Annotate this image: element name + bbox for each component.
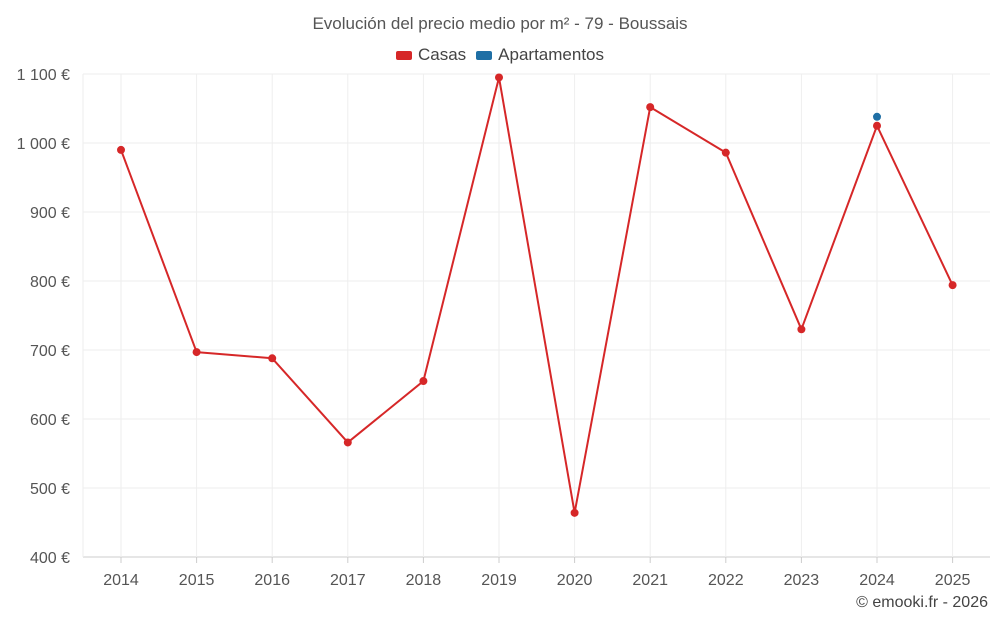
- x-tick-label: 2018: [406, 572, 442, 589]
- y-tick-label: 700 €: [30, 343, 70, 360]
- x-tick-label: 2024: [859, 572, 895, 589]
- data-point-casas[interactable]: [419, 377, 428, 386]
- x-tick-label: 2019: [481, 572, 517, 589]
- x-tick-label: 2021: [632, 572, 668, 589]
- legend-label-apartamentos: Apartamentos: [498, 45, 605, 64]
- y-tick-label: 1 100 €: [17, 67, 70, 84]
- y-tick-label: 600 €: [30, 412, 70, 429]
- x-axis: 2014 2015 2016 2017 2018 2019 2020 2021 2022 2023…: [103, 557, 970, 589]
- data-point-casas[interactable]: [721, 148, 730, 157]
- x-tick-label: 2015: [179, 572, 215, 589]
- chart-title: Evolución del precio medio por m² - 79 -…: [312, 14, 688, 33]
- grid: [82, 73, 990, 558]
- data-point-apartamentos[interactable]: [873, 112, 881, 121]
- data-point-casas[interactable]: [268, 354, 277, 363]
- credit-text: © emooki.fr - 2026: [856, 594, 988, 611]
- data-point-casas[interactable]: [192, 348, 201, 357]
- data-point-casas[interactable]: [797, 325, 806, 334]
- series-layer: [117, 73, 957, 517]
- data-point-casas[interactable]: [570, 508, 579, 517]
- data-point-casas[interactable]: [343, 438, 352, 447]
- legend-item-casas[interactable]: Casas: [395, 45, 467, 65]
- y-tick-label: 900 €: [30, 205, 70, 222]
- legend-swatch-casas: [395, 50, 412, 60]
- y-tick-label: 400 €: [30, 550, 70, 567]
- legend-item-apartamentos[interactable]: Apartamentos: [476, 45, 604, 65]
- x-tick-label: 2022: [708, 572, 744, 589]
- legend-label-casas: Casas: [417, 45, 467, 64]
- x-tick-label: 2016: [254, 572, 290, 589]
- x-tick-label: 2023: [784, 572, 820, 589]
- data-point-casas[interactable]: [117, 145, 125, 154]
- data-point-casas[interactable]: [646, 103, 655, 112]
- data-point-casas[interactable]: [495, 73, 503, 82]
- data-point-casas[interactable]: [948, 281, 957, 290]
- data-point-casas[interactable]: [873, 121, 881, 130]
- y-tick-label: 800 €: [30, 274, 70, 291]
- series-line-casas: [120, 76, 954, 514]
- x-tick-label: 2014: [103, 572, 139, 589]
- legend: Casas Apartamentos: [0, 45, 1000, 65]
- x-tick-label: 2017: [330, 572, 366, 589]
- y-tick-label: 1 000 €: [17, 136, 70, 153]
- y-tick-label: 500 €: [30, 481, 70, 498]
- x-tick-label: 2020: [557, 572, 593, 589]
- x-tick-label: 2025: [935, 572, 971, 589]
- legend-swatch-apartamentos: [476, 50, 493, 60]
- y-axis: 400 € 500 € 600 € 700 € 800 € 900 € 1 000 € 1 1…: [17, 67, 70, 567]
